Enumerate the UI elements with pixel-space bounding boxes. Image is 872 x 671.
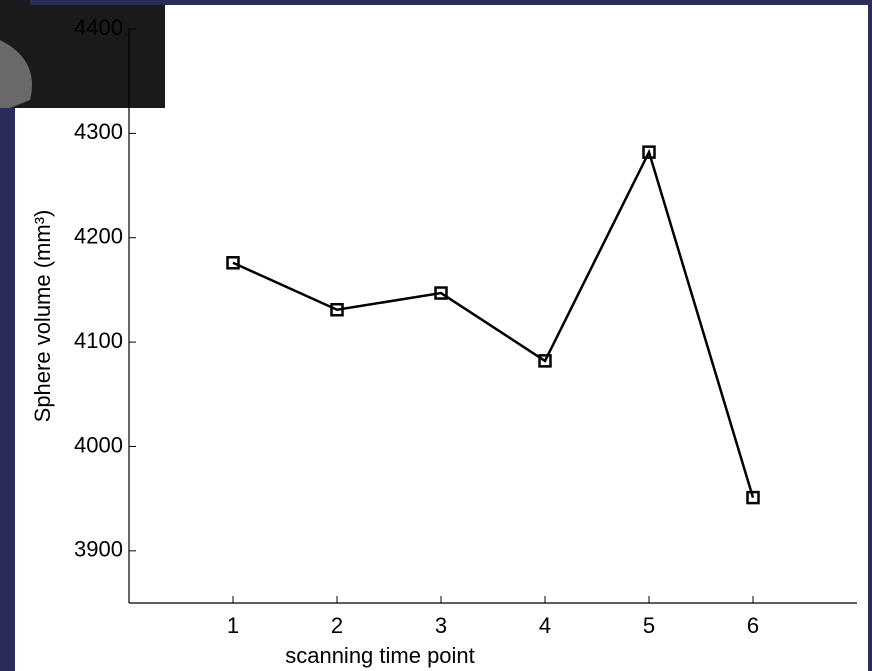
x-tick-label: 2 [331,613,343,638]
y-tick-label: 4100 [74,328,123,353]
y-tick-label: 4000 [74,432,123,457]
y-tick-label: 4400 [74,15,123,40]
y-tick-label: 4300 [74,119,123,144]
x-tick-label: 3 [435,613,447,638]
chart: scanning time point Sphere volume (mm³) … [0,0,872,671]
x-tick-label: 5 [643,613,655,638]
y-tick-label: 4200 [74,224,123,249]
x-tick-label: 1 [227,613,239,638]
y-tick-label: 3900 [74,537,123,562]
x-tick-label: 4 [539,613,551,638]
x-axis-label: scanning time point [285,643,475,668]
y-axis-label: Sphere volume (mm³) [30,210,55,423]
top-edge [30,0,165,5]
page: scanning time point Sphere volume (mm³) … [0,0,872,671]
x-tick-label: 6 [747,613,759,638]
